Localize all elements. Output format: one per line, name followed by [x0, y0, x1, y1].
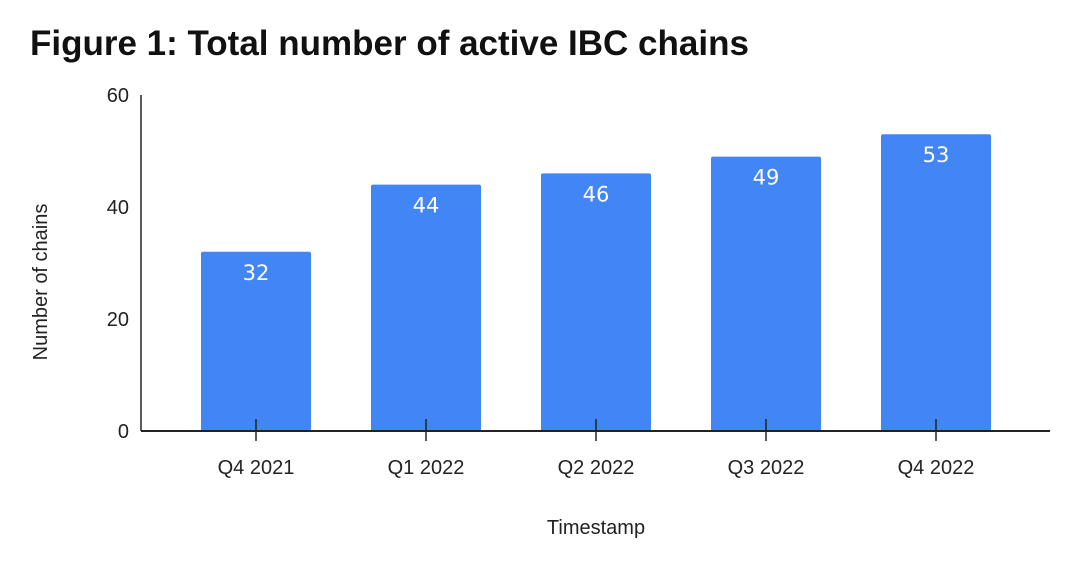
bar-q4-2022[interactable] [881, 134, 991, 431]
y-tick-label: 0 [118, 421, 129, 443]
data-label: 44 [413, 194, 440, 218]
chart-title: Figure 1: Total number of active IBC cha… [30, 24, 749, 63]
x-tick-label: Q3 2022 [728, 457, 805, 479]
bar-q4-2021[interactable] [201, 251, 311, 431]
data-label: 53 [923, 143, 950, 167]
bar-q1-2022[interactable] [371, 184, 481, 431]
y-tick-label: 40 [107, 197, 129, 219]
data-label: 49 [753, 166, 780, 190]
bar-q2-2022[interactable] [541, 173, 651, 431]
x-tick-label: Q4 2021 [218, 457, 295, 479]
x-tick-label: Q1 2022 [388, 457, 465, 479]
data-label: 46 [583, 182, 610, 206]
labels-group: 32 Q4 2021 44 Q1 2022 46 Q2 2022 49 Q3 2022 53 Q4… [107, 85, 975, 479]
x-tick-label: Q4 2022 [898, 457, 975, 479]
data-label: 32 [243, 261, 270, 285]
y-tick-label: 20 [107, 309, 129, 331]
x-tick-label: Q2 2022 [558, 457, 635, 479]
x-axis-title: Timestamp [547, 517, 645, 539]
y-tick-label: 60 [107, 85, 129, 107]
axes-group [140, 95, 1050, 441]
y-axis-title: Number of chains [30, 204, 52, 361]
bar-q3-2022[interactable] [711, 156, 821, 431]
bars-group [201, 134, 991, 431]
